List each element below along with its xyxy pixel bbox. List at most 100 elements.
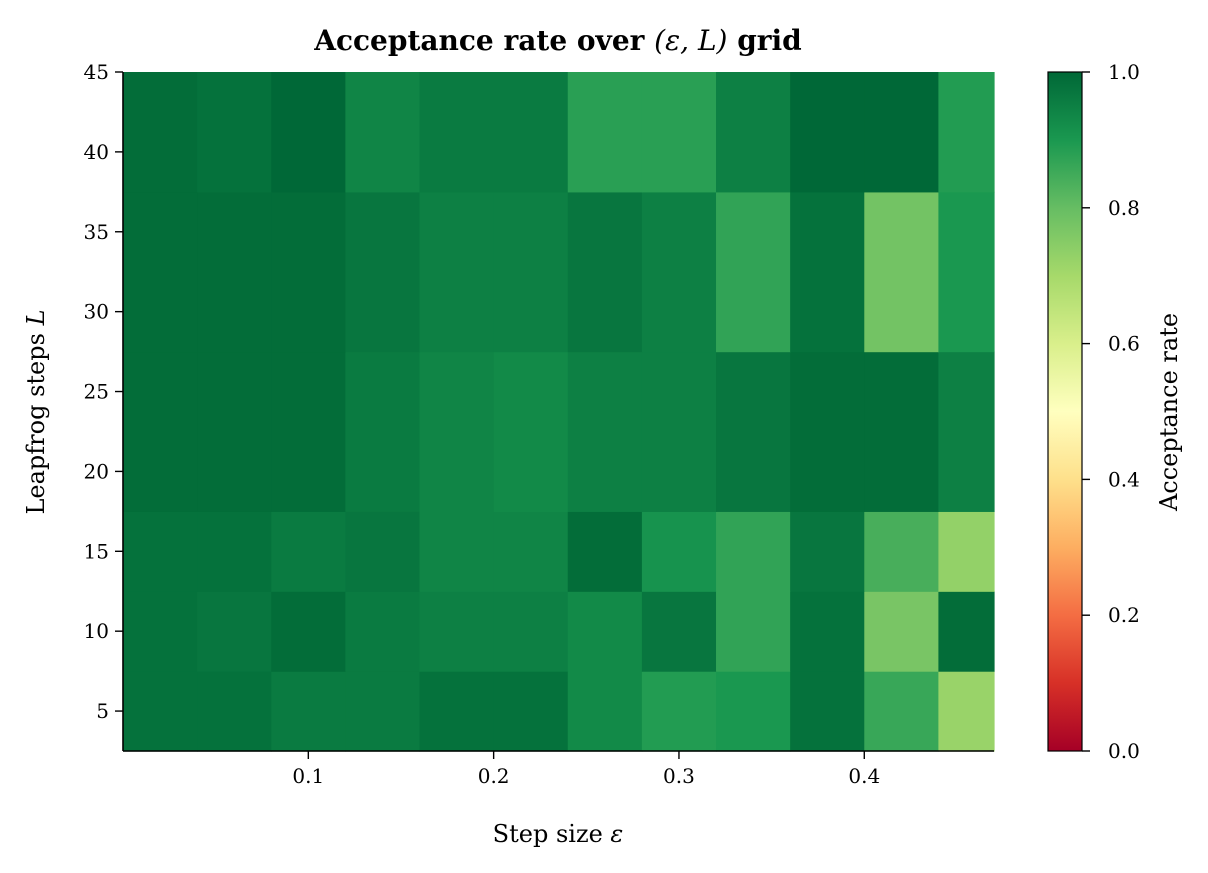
colorbar-tick-label: 1.0	[1108, 60, 1140, 84]
heatmap-cell	[938, 351, 995, 512]
heatmap-cell	[493, 351, 569, 512]
heatmap-cell	[641, 72, 717, 193]
y-tick-label: 45	[84, 60, 109, 84]
heatmap-cell	[493, 72, 569, 193]
y-axis-ticks: 5 10 15 20 25 30 35 40 45	[84, 60, 123, 723]
heatmap-cell	[716, 72, 791, 193]
heatmap-cell	[123, 671, 198, 752]
y-tick-label: 25	[84, 380, 109, 404]
colorbar-tick-label: 0.4	[1108, 467, 1140, 491]
heatmap-cell	[493, 591, 569, 672]
heatmap-cell	[271, 72, 346, 193]
heatmap-cell	[271, 591, 346, 672]
colorbar-label: Acceptance rate	[1155, 313, 1183, 512]
colorbar-ticks: 0.0 0.2 0.4 0.6 0.8 1.0	[1082, 60, 1140, 763]
heatmap-cell	[790, 191, 865, 353]
heatmap-cell	[345, 671, 421, 752]
heatmap-cell	[716, 191, 791, 353]
y-tick-label: 5	[96, 699, 109, 723]
heatmap-cell	[493, 191, 569, 353]
heatmap-cell	[123, 191, 198, 353]
heatmap-cell	[567, 511, 643, 592]
heatmap-cell	[641, 591, 717, 672]
heatmap-cells	[123, 72, 995, 752]
colorbar: 0.0 0.2 0.4 0.6 0.8 1.0 Acceptance rate	[1047, 60, 1183, 763]
y-tick-label: 35	[84, 220, 109, 244]
heatmap-cell	[419, 671, 495, 752]
y-tick-label: 30	[84, 300, 109, 324]
heatmap-cell	[345, 591, 421, 672]
y-tick-label: 15	[84, 539, 109, 563]
heatmap-cell	[197, 191, 272, 353]
x-tick-label: 0.1	[292, 764, 324, 788]
x-tick-label: 0.3	[663, 764, 695, 788]
heatmap-cell	[864, 72, 940, 193]
heatmap-cell	[864, 351, 940, 512]
heatmap-cell	[938, 591, 995, 672]
heatmap-cell	[123, 351, 198, 512]
heatmap-cell	[419, 511, 495, 592]
heatmap-cell	[197, 351, 272, 512]
heatmap-cell	[716, 351, 791, 512]
y-tick-label: 20	[84, 459, 109, 483]
heatmap-cell	[864, 671, 940, 752]
y-tick-label: 40	[84, 140, 109, 164]
heatmap-cell	[345, 351, 421, 512]
heatmap-cell	[641, 191, 717, 353]
heatmap-cell	[938, 671, 995, 752]
x-axis-label: Step size ε	[493, 820, 624, 848]
heatmap-cell	[123, 591, 198, 672]
heatmap-cell	[864, 511, 940, 592]
colorbar-gradient	[1047, 71, 1083, 752]
heatmap-cell	[567, 351, 643, 512]
heatmap-cell	[641, 511, 717, 592]
heatmap-cell	[790, 72, 865, 193]
heatmap-cell	[271, 191, 346, 353]
heatmap-cell	[123, 72, 198, 193]
heatmap-cell	[271, 671, 346, 752]
heatmap-cell	[567, 72, 643, 193]
heatmap-cell	[271, 351, 346, 512]
heatmap-cell	[493, 511, 569, 592]
heatmap-cell	[716, 511, 791, 592]
heatmap-cell	[493, 671, 569, 752]
heatmap-cell	[864, 191, 940, 353]
heatmap-cell	[790, 591, 865, 672]
x-tick-label: 0.2	[478, 764, 510, 788]
heatmap-cell	[938, 191, 995, 353]
heatmap-cell	[197, 511, 272, 592]
heatmap-cell	[197, 591, 272, 672]
y-axis-label: Leapfrog steps L	[22, 309, 50, 514]
heatmap-cell	[123, 511, 198, 592]
heatmap-cell	[790, 671, 865, 752]
heatmap-cell	[345, 72, 421, 193]
plot-axes	[122, 72, 994, 752]
heatmap-cell	[419, 351, 495, 512]
chart-title: Acceptance rate over (ε, L) grid	[313, 24, 802, 57]
y-tick-label: 10	[84, 619, 109, 643]
heatmap-cell	[345, 191, 421, 353]
x-axis-ticks: 0.1 0.2 0.3 0.4	[292, 751, 880, 788]
heatmap-cell	[938, 72, 995, 193]
heatmap-cell	[716, 671, 791, 752]
heatmap-cell	[938, 511, 995, 592]
x-tick-label: 0.4	[848, 764, 880, 788]
heatmap-cell	[790, 351, 865, 512]
heatmap-cell	[197, 72, 272, 193]
heatmap-cell	[567, 671, 643, 752]
heatmap-cell	[567, 191, 643, 353]
colorbar-tick-label: 0.8	[1108, 196, 1140, 220]
colorbar-tick-label: 0.6	[1108, 332, 1140, 356]
heatmap-cell	[419, 191, 495, 353]
heatmap-cell	[197, 671, 272, 752]
heatmap-cell	[716, 591, 791, 672]
heatmap-cell	[345, 511, 421, 592]
heatmap-cell	[790, 511, 865, 592]
heatmap-cell	[419, 591, 495, 672]
heatmap-cell	[864, 591, 940, 672]
heatmap-cell	[419, 72, 495, 193]
heatmap-cell	[641, 351, 717, 512]
heatmap-cell	[567, 591, 643, 672]
